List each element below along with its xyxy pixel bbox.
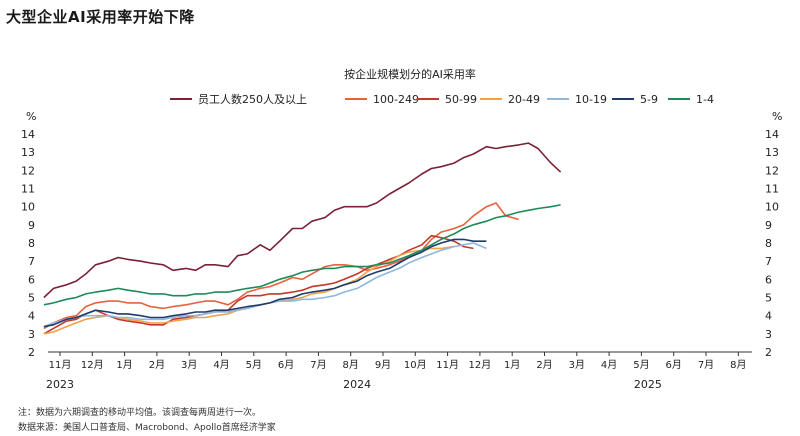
y-tick-label-left: 8 <box>28 237 35 250</box>
y-tick-label-right: 2 <box>765 346 772 359</box>
legend: 员工人数250人及以上 100-249 50-99 20-49 10-19 5-9 1-4 <box>170 93 714 106</box>
x-tick-label: 9月 <box>375 359 391 371</box>
y-tick-label-right: 6 <box>765 273 772 286</box>
y-tick-label-left: 3 <box>28 328 35 341</box>
source-note: 数据来源：美国人口普查局、Macrobond、Apollo首席经济学家 <box>18 423 276 433</box>
legend-label: 1-4 <box>696 93 714 106</box>
legend-label: 100-249 <box>373 93 419 106</box>
series-line-1-4 <box>43 204 561 306</box>
y-tick-label-right: 3 <box>765 328 772 341</box>
x-tick-label: 1月 <box>504 359 520 371</box>
headline: 大型企业AI采用率开始下降 <box>6 8 195 26</box>
x-tick-label: 8月 <box>730 359 746 371</box>
y-tick-label-left: 7 <box>28 255 35 268</box>
x-tick-label: 10月 <box>404 359 427 371</box>
legend-label: 10-19 <box>575 93 607 106</box>
y-tick-label-left: 5 <box>28 292 35 305</box>
y-tick-label-left: 6 <box>28 273 35 286</box>
chart-title: 按企业规模划分的AI采用率 <box>344 67 476 81</box>
y-tick-label-right: 11 <box>765 183 779 196</box>
legend-label: 员工人数250人及以上 <box>198 93 307 106</box>
x-tick-label: 11月 <box>49 359 72 371</box>
series-line-50-99 <box>43 234 474 335</box>
y-tick-label-right: 9 <box>765 219 772 232</box>
x-tick-label: 12月 <box>469 359 492 371</box>
x-tick-label: 5月 <box>246 359 262 371</box>
y-tick-label-left: 4 <box>28 310 35 323</box>
x-tick-label: 4月 <box>213 359 229 371</box>
series-line-5-9 <box>43 238 487 328</box>
y-tick-label-left: 10 <box>21 201 35 214</box>
series-line-100-249 <box>43 202 519 330</box>
y-tick-label-right: 4 <box>765 310 772 323</box>
year-label: 2025 <box>634 378 662 391</box>
x-tick-label: 6月 <box>666 359 682 371</box>
y-tick-label-right: 5 <box>765 292 772 305</box>
x-tick-label: 6月 <box>278 359 294 371</box>
x-tick-label: 4月 <box>601 359 617 371</box>
legend-label: 5-9 <box>640 93 658 106</box>
x-tick-label: 2月 <box>149 359 165 371</box>
y-tick-label-right: 7 <box>765 255 772 268</box>
x-tick-label: 1月 <box>116 359 132 371</box>
plot-area: 2 2 3 3 4 4 5 5 6 6 7 7 8 8 9 9 10 10 11 11 12 12 13 13 14 14 11月 1… <box>21 128 779 391</box>
y-tick-label-right: 14 <box>765 128 779 141</box>
y-tick-label-left: 12 <box>21 164 35 177</box>
year-label: 2024 <box>343 378 371 391</box>
year-label: 2023 <box>46 378 74 391</box>
y-tick-label-right: 8 <box>765 237 772 250</box>
x-tick-label: 2月 <box>536 359 552 371</box>
y-tick-label-right: 10 <box>765 201 779 214</box>
x-tick-label: 7月 <box>310 359 326 371</box>
y-axis-unit-right: % <box>772 110 782 123</box>
legend-label: 20-49 <box>508 93 540 106</box>
y-tick-label-left: 13 <box>21 146 35 159</box>
x-tick-label: 7月 <box>698 359 714 371</box>
legend-label: 50-99 <box>445 93 477 106</box>
y-tick-label-left: 14 <box>21 128 35 141</box>
series-line-员工人数250人及以上 <box>43 142 562 299</box>
y-tick-label-right: 13 <box>765 146 779 159</box>
x-tick-label: 11月 <box>436 359 459 371</box>
x-tick-label: 8月 <box>343 359 359 371</box>
y-axis-unit-left: % <box>26 110 36 123</box>
x-tick-label: 12月 <box>81 359 104 371</box>
line-chart: 按企业规模划分的AI采用率 % % 员工人数250人及以上 100-249 50-9… <box>21 67 782 391</box>
y-tick-label-left: 2 <box>28 346 35 359</box>
y-tick-label-left: 9 <box>28 219 35 232</box>
footnote: 注：数据为六期调查的移动平均值。该调查每两周进行一次。 <box>18 408 262 418</box>
x-tick-label: 3月 <box>569 359 585 371</box>
x-tick-label: 3月 <box>181 359 197 371</box>
y-tick-label-left: 11 <box>21 183 35 196</box>
x-tick-label: 5月 <box>633 359 649 371</box>
y-tick-label-right: 12 <box>765 164 779 177</box>
